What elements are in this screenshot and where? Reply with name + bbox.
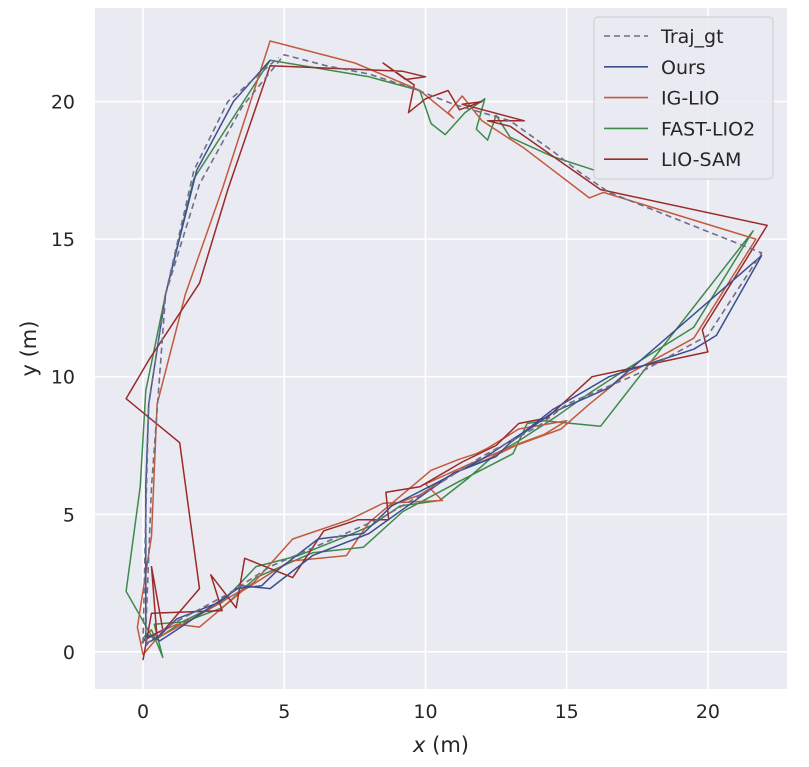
legend-label: FAST-LIO2 <box>661 118 755 140</box>
x-axis-label-var: x <box>412 733 426 757</box>
y-tick-label: 20 <box>51 92 75 114</box>
series-layer <box>125 40 768 661</box>
y-tick-label: 5 <box>63 504 75 526</box>
series-line-traj-gt <box>142 53 763 648</box>
y-tick-label: 0 <box>63 642 75 664</box>
legend-label: Ours <box>661 57 706 79</box>
y-axis-label: y (m) <box>17 321 41 377</box>
series-line-ig-lio <box>136 40 757 656</box>
series-line-lio-sam <box>125 62 768 661</box>
x-tick-label: 15 <box>555 701 579 723</box>
legend-label: IG-LIO <box>661 88 719 110</box>
legend-label: LIO-SAM <box>661 149 741 171</box>
y-tick-label: 15 <box>51 229 75 251</box>
legend-frame <box>593 16 774 180</box>
x-tick-label: 10 <box>413 701 437 723</box>
x-axis-label: x (m) <box>412 733 469 757</box>
x-axis-label-unit: (m) <box>425 733 469 757</box>
x-tick-label: 20 <box>696 701 720 723</box>
x-tick-label: 5 <box>278 701 290 723</box>
tick-labels: 0 5 10 15 20 0 5 10 15 20 <box>51 92 720 723</box>
x-tick-label: 0 <box>137 701 149 723</box>
legend: Traj_gt Ours IG-LIO FAST-LIO2 LIO-SAM <box>593 16 774 180</box>
y-tick-label: 10 <box>51 367 75 389</box>
legend-label: Traj_gt <box>660 26 724 48</box>
